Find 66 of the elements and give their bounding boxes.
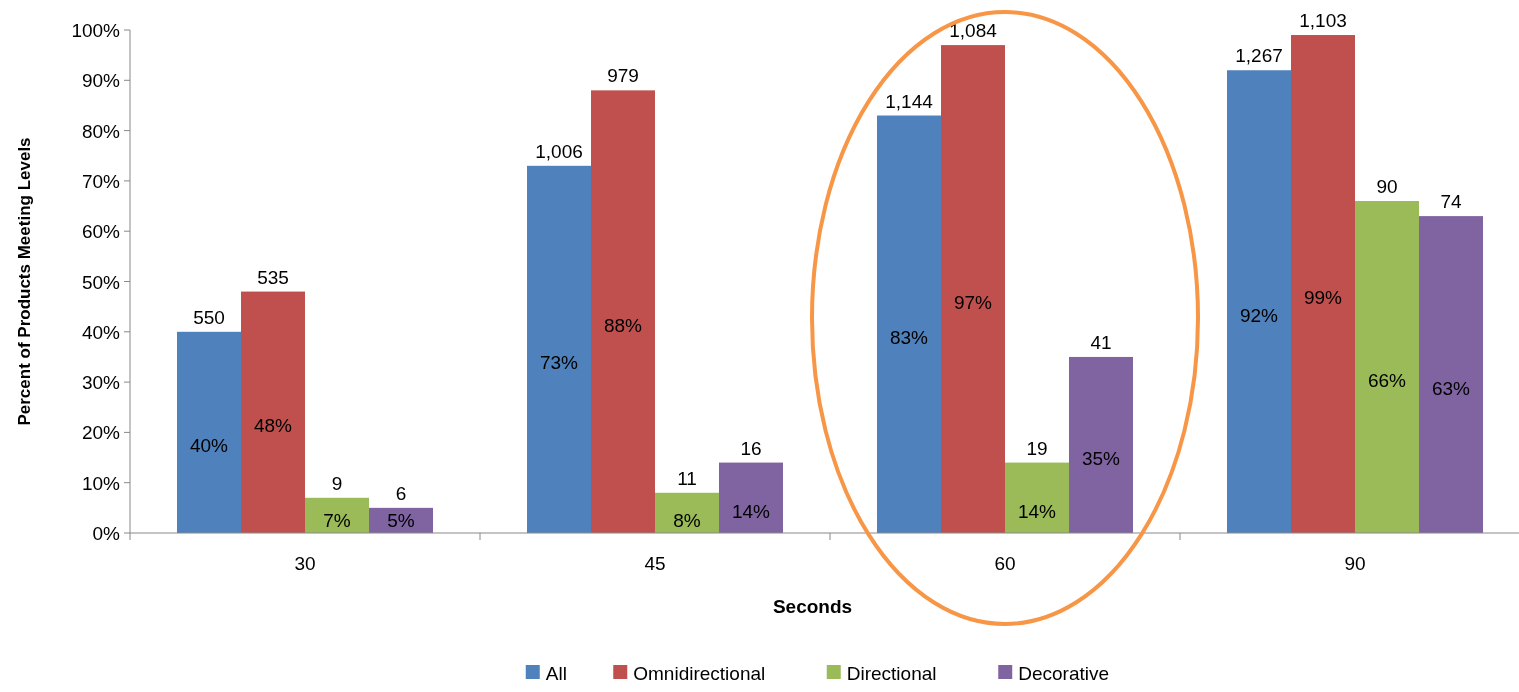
data-label: 35% [1081,447,1121,469]
data-label: 63% [1431,377,1471,399]
annotation: 6 [395,482,407,504]
y-tick-label: 70% [81,170,121,192]
legend-label: Directional [846,663,937,684]
y-tick-label: 40% [81,321,121,343]
data-label: 99% [1303,287,1343,309]
annotation: 90 [1376,176,1398,198]
bar [719,462,783,533]
bar [177,331,241,533]
annotation: 74 [1440,191,1462,213]
x-tick-label: 60 [994,553,1016,574]
data-label: 88% [603,314,643,336]
x-tick-label: 45 [644,553,666,574]
y-axis-title: Percent of Products Meeting Levels [15,137,34,426]
x-axis-title: Seconds [772,596,853,617]
data-label: 8% [673,510,701,531]
annotation: 1,006 [535,140,583,162]
annotation: 11 [677,467,697,489]
y-tick-label: 80% [81,120,121,142]
y-tick-label: 100% [71,20,121,41]
y-tick-label: 60% [81,221,121,243]
annotation: 1,103 [1299,10,1347,32]
bar [1291,35,1355,533]
data-label: 48% [253,415,293,437]
legend-label: Decorative [1018,663,1110,684]
y-tick-label: 20% [81,422,121,444]
y-tick-label: 50% [81,271,121,293]
bar [241,291,305,533]
annotation: 16 [740,437,762,459]
legend-label: All [545,663,567,684]
data-label: 14% [731,500,771,522]
bar [1355,201,1419,533]
annotation: 1,267 [1235,45,1283,67]
y-tick-label: 90% [81,70,121,92]
legend-label: Omnidirectional [633,663,766,684]
annotation: 1,084 [949,20,998,42]
data-label: 73% [539,352,579,374]
bar [941,45,1005,533]
annotation: 9 [331,472,343,494]
data-label: 5% [387,510,415,531]
y-tick-label: 10% [81,472,121,494]
data-label: 97% [953,292,993,314]
x-tick-label: 30 [294,553,316,574]
bar [1005,462,1069,533]
data-label: 14% [1017,500,1057,522]
data-label: 66% [1367,370,1407,392]
data-label: 7% [323,510,351,531]
annotation: 1,144 [885,90,934,112]
y-tick-label: 0% [92,523,121,544]
annotation: 535 [257,266,289,288]
y-tick-label: 30% [81,372,121,394]
bar [527,165,591,533]
x-tick-label: 90 [1344,553,1366,574]
bar [1227,70,1291,533]
bar [1419,216,1483,533]
bar [591,90,655,533]
annotation: 979 [607,65,639,87]
data-label: 83% [889,327,929,349]
bar [1069,356,1133,533]
bar [877,115,941,533]
data-label: 92% [1239,304,1279,326]
data-label: 40% [189,435,229,457]
annotation: 19 [1026,437,1048,459]
annotation: 550 [193,306,225,328]
annotation: 41 [1090,331,1112,353]
